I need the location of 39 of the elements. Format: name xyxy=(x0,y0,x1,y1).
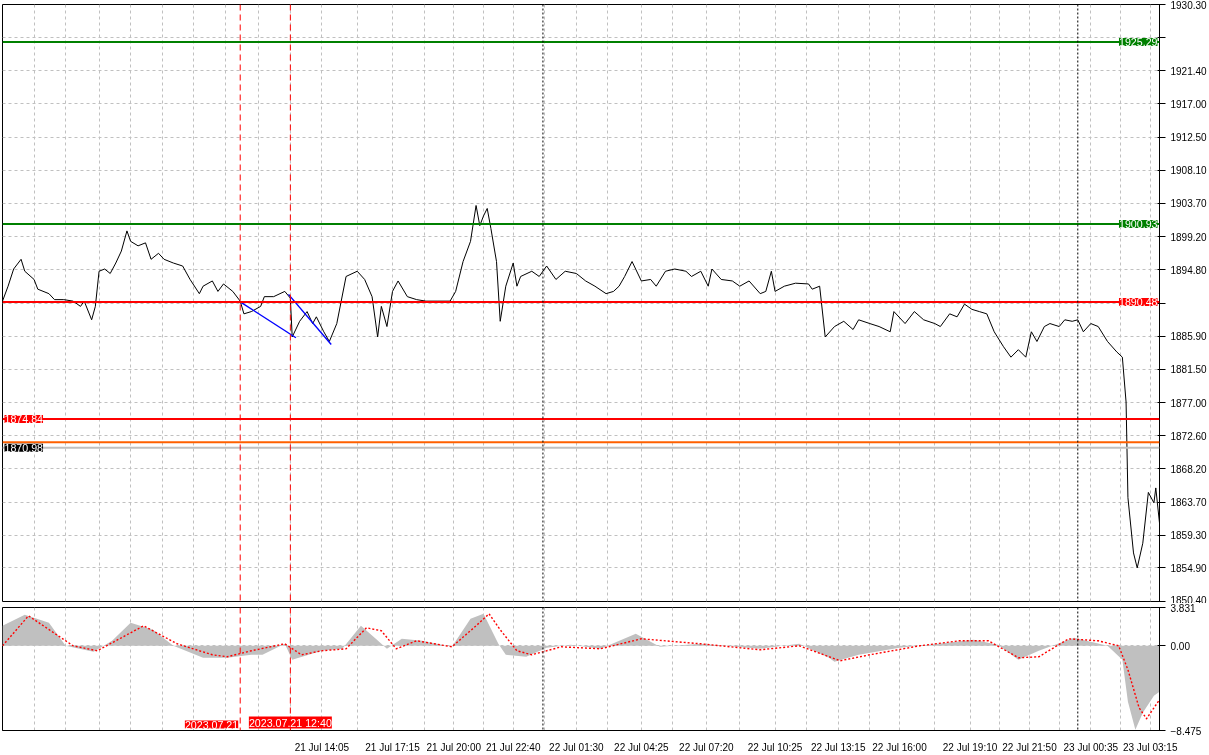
x-tick-label: 22 Jul 01:30 xyxy=(549,741,605,753)
y-tick-label: 1899.20 xyxy=(1170,231,1208,243)
x-tick-label: 21 Jul 20:00 xyxy=(426,741,482,753)
y-tick-label: 1921.40 xyxy=(1170,66,1208,77)
y-tick-label: 1930.30 xyxy=(1170,0,1208,11)
x-tick-label: 22 Jul 19:10 xyxy=(942,741,998,753)
x-tick-label: 22 Jul 13:15 xyxy=(810,741,866,753)
ref-line-label: 2023.07.21 12:40 xyxy=(248,716,332,729)
y-tick-label: 1912.50 xyxy=(1170,132,1208,144)
ref-line-label: 1900.93 xyxy=(1118,217,1158,230)
x-tick-label: 21 Jul 22:40 xyxy=(485,741,541,753)
x-tick-label: 23 Jul 00:35 xyxy=(1063,741,1119,753)
y-tick-label: 1859.30 xyxy=(1170,530,1208,541)
y-tick-label: 1854.90 xyxy=(1170,562,1208,574)
y-tick-label: 1881.50 xyxy=(1170,364,1208,376)
y-tick-label: 1872.60 xyxy=(1170,430,1208,442)
x-tick-label: 21 Jul 14:05 xyxy=(294,741,350,753)
ref-line-label: 1874.84 xyxy=(4,412,44,425)
x-tick-label: 23 Jul 03:15 xyxy=(1122,741,1178,753)
ref-line-label: 1890.48 xyxy=(1118,296,1158,309)
ref-line-label: 1870.98 xyxy=(4,441,44,454)
y-tick-label: 1868.20 xyxy=(1170,463,1208,475)
y-tick-label: 1917.00 xyxy=(1170,98,1208,110)
y-tick-label: 1903.70 xyxy=(1170,198,1208,210)
x-tick-label: 21 Jul 17:15 xyxy=(365,741,421,753)
y-tick-label: −8.475 xyxy=(1170,725,1202,737)
y-tick-label: 1885.90 xyxy=(1170,331,1208,343)
x-tick-label: 22 Jul 04:25 xyxy=(614,741,670,753)
x-tick-label: 22 Jul 07:20 xyxy=(679,741,735,753)
y-tick-label: 1894.80 xyxy=(1170,264,1208,276)
y-tick-label: 1877.00 xyxy=(1170,397,1208,409)
x-tick-label: 22 Jul 21:50 xyxy=(1002,741,1058,753)
ref-line-label: 2023.07.21 xyxy=(184,718,239,731)
y-tick-label: 1908.10 xyxy=(1170,165,1208,177)
y-tick-label: 1863.70 xyxy=(1170,497,1208,509)
x-tick-label: 22 Jul 10:25 xyxy=(747,741,803,753)
y-tick-label: 0.00 xyxy=(1170,640,1191,652)
x-tick-label: 22 Jul 16:00 xyxy=(872,741,928,753)
ref-line-label: 1925.29 xyxy=(1118,35,1158,48)
